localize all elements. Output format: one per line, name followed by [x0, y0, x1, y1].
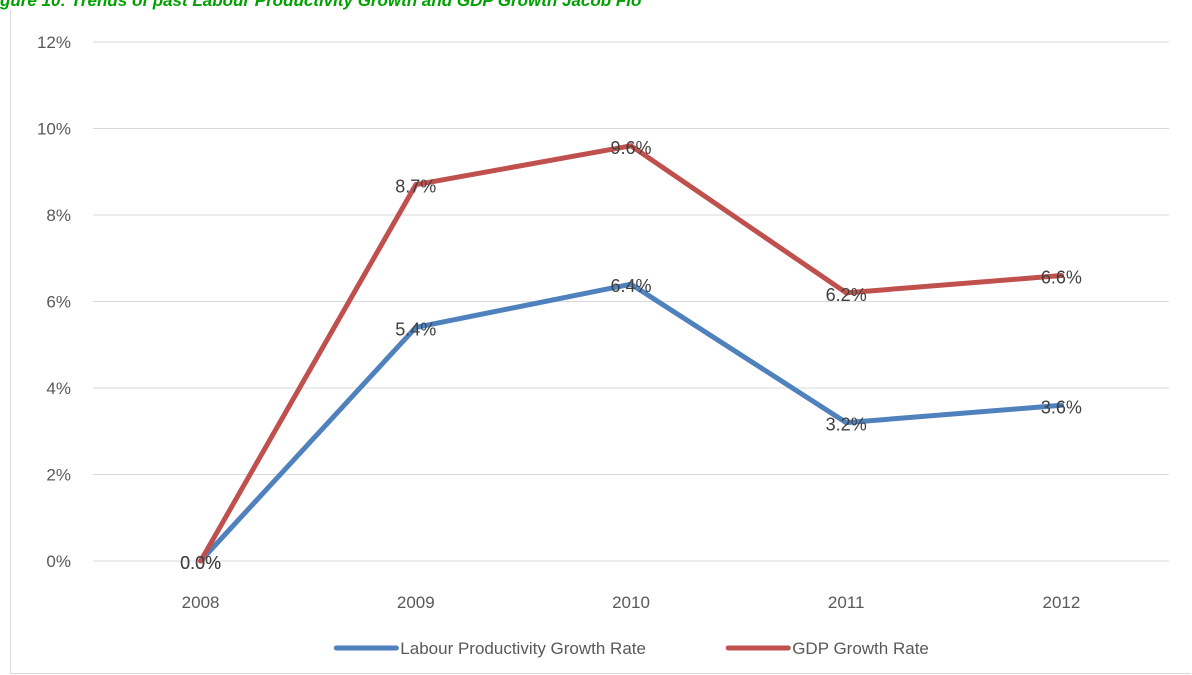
data-point	[1058, 273, 1064, 279]
data-point	[1058, 402, 1064, 408]
y-tick-label: 0%	[46, 552, 71, 571]
y-tick-label: 8%	[46, 206, 71, 225]
data-label: 5.4%	[395, 319, 436, 339]
data-label: 3.2%	[826, 415, 867, 435]
data-label: 3.6%	[1041, 397, 1082, 417]
data-point	[843, 290, 849, 296]
series-lines	[198, 143, 1064, 564]
figure-caption: gure 10: Trends of past Labour Productiv…	[0, 0, 642, 10]
data-point	[413, 324, 419, 330]
line-chart: 0% 2% 4% 6% 8% 10% 12% 2008 2009 2010 2011 2012 0.…	[37, 33, 1169, 658]
data-point	[413, 182, 419, 188]
chart-frame: 0% 2% 4% 6% 8% 10% 12% 2008 2009 2010 2011 2012 0.…	[10, 10, 1191, 674]
legend-label: Labour Productivity Growth Rate	[400, 639, 646, 658]
data-point	[628, 143, 634, 149]
y-tick-label: 6%	[46, 293, 71, 312]
x-tick-label: 2012	[1042, 593, 1080, 612]
data-point	[628, 281, 634, 287]
x-axis-ticks: 2008 2009 2010 2011 2012	[182, 593, 1081, 612]
x-tick-label: 2008	[182, 593, 220, 612]
series-line-gdp	[198, 143, 1064, 564]
data-label: 6.6%	[1041, 268, 1082, 288]
y-tick-label: 10%	[37, 120, 71, 139]
data-point	[843, 420, 849, 426]
x-tick-label: 2010	[612, 593, 650, 612]
series-line-labour-productivity	[198, 281, 1064, 564]
y-tick-label: 2%	[46, 466, 71, 485]
x-tick-label: 2011	[828, 593, 865, 612]
legend: Labour Productivity Growth Rate GDP Growt…	[333, 639, 929, 658]
data-labels: 0.0%5.4%6.4%3.2%3.6%0.0%8.7%9.6%6.2%6.6%	[180, 138, 1082, 573]
data-label: 0.0%	[180, 553, 221, 573]
data-point	[198, 558, 204, 564]
x-tick-label: 2009	[397, 593, 435, 612]
data-label: 8.7%	[395, 177, 436, 197]
data-label: 6.4%	[610, 276, 651, 296]
legend-label: GDP Growth Rate	[792, 639, 929, 658]
y-axis-ticks: 0% 2% 4% 6% 8% 10% 12%	[37, 33, 71, 571]
data-label: 0.0%	[180, 553, 221, 573]
data-label: 6.2%	[826, 285, 867, 305]
gridlines	[93, 41, 1169, 562]
y-tick-label: 12%	[37, 33, 71, 52]
data-label: 9.6%	[610, 138, 651, 158]
y-tick-label: 4%	[46, 379, 71, 398]
